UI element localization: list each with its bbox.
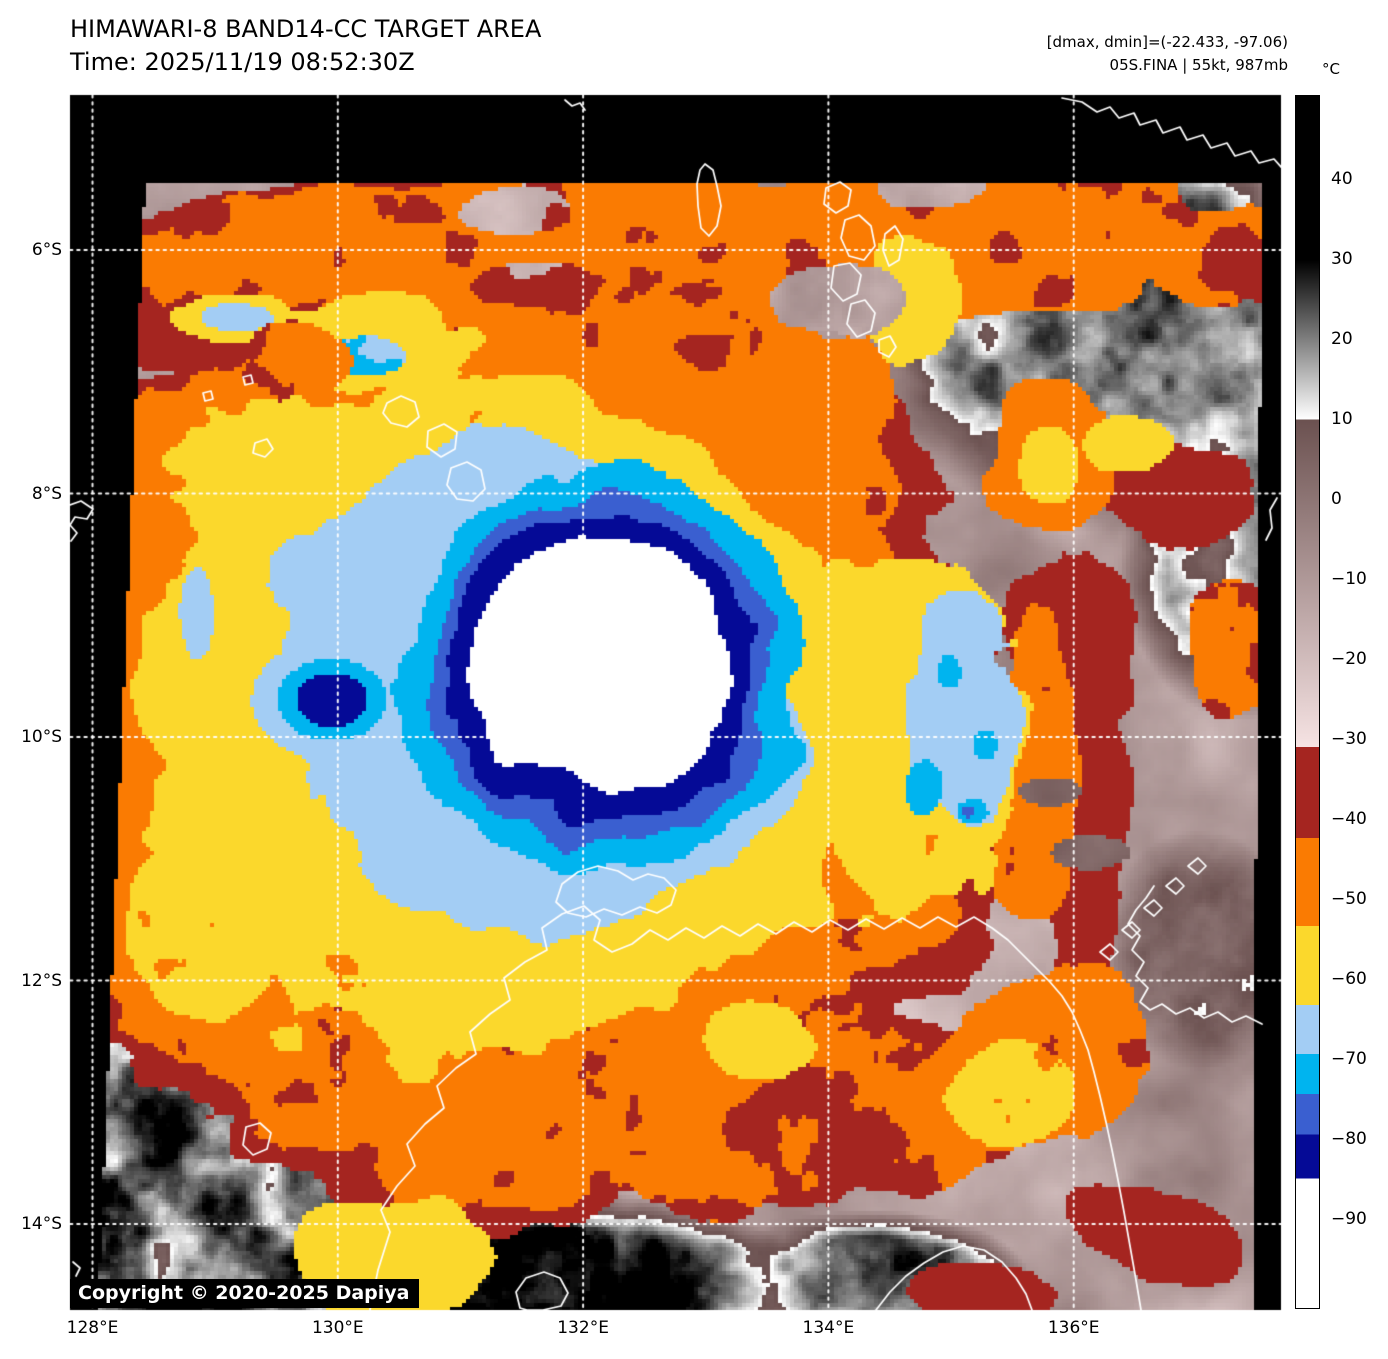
lat-axis-label: 12°S xyxy=(21,970,62,991)
lon-axis-label: 128°E xyxy=(66,1318,119,1338)
colorbar-tick-label: −50 xyxy=(1331,889,1367,910)
timestamp: Time: 2025/11/19 08:52:30Z xyxy=(70,48,415,76)
colorbar-tick-label: −20 xyxy=(1331,649,1367,670)
colorbar-unit-label: °C xyxy=(1322,60,1340,78)
colorbar-tick-label: −80 xyxy=(1331,1129,1367,1150)
colorbar-tick-label: 20 xyxy=(1331,329,1353,350)
colorbar-tick-label: −40 xyxy=(1331,809,1367,830)
colorbar-tick-label: 10 xyxy=(1331,409,1353,430)
lon-axis-label: 132°E xyxy=(557,1318,609,1338)
colorbar-tick-label: −10 xyxy=(1331,569,1367,590)
storm-annotation: 05S.FINA | 55kt, 987mb xyxy=(1109,56,1288,74)
lat-axis-label: 14°S xyxy=(21,1214,62,1234)
colorbar-tick-label: −90 xyxy=(1331,1209,1367,1230)
lat-axis-label: 8°S xyxy=(31,483,62,504)
dmax-dmin-annotation: [dmax, dmin]=(-22.433, -97.06) xyxy=(1046,33,1288,51)
colorbar-tick-label: −60 xyxy=(1331,969,1367,990)
colorbar-tick-label: 40 xyxy=(1331,169,1353,190)
lon-axis-label: 136°E xyxy=(1047,1318,1100,1338)
colorbar-tick-label: −30 xyxy=(1331,729,1367,750)
lat-axis-label: 10°S xyxy=(21,727,62,747)
lon-axis-label: 134°E xyxy=(802,1318,855,1338)
lon-axis-label: 130°E xyxy=(311,1318,364,1338)
colorbar-tick-label: −70 xyxy=(1331,1049,1367,1070)
colorbar-tick-label: 0 xyxy=(1331,489,1342,510)
lat-axis-label: 6°S xyxy=(31,240,62,260)
copyright-badge: Copyright © 2020-2025 Dapiya xyxy=(70,1279,420,1308)
page-title: HIMAWARI-8 BAND14-CC TARGET AREA xyxy=(70,15,542,43)
colorbar-tick-label: 30 xyxy=(1331,249,1353,270)
colorbar xyxy=(1295,95,1320,1309)
